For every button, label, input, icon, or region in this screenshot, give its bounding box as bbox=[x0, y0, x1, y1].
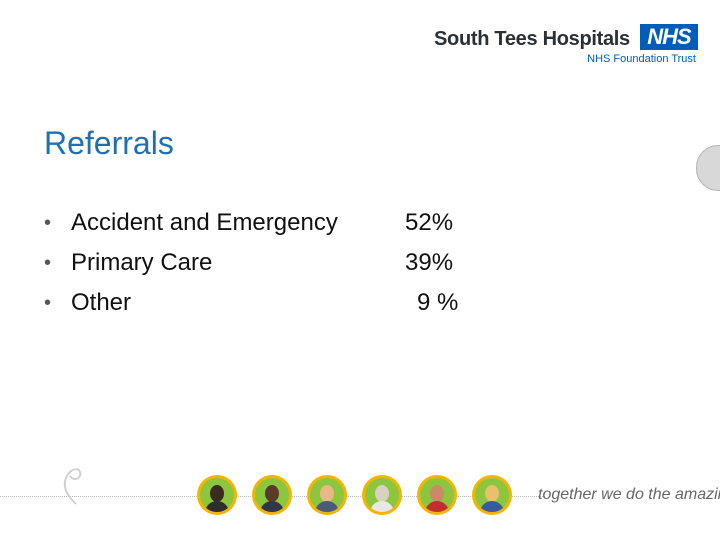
bullet-label: Accident and Emergency bbox=[71, 209, 338, 236]
org-subtitle: NHS Foundation Trust bbox=[587, 53, 696, 65]
bullet-item: • Accident and Emergency 52% bbox=[44, 203, 484, 243]
staff-avatar-icon bbox=[420, 478, 454, 512]
bullet-item: • Other 9 % bbox=[44, 283, 484, 323]
bullet-value: 39% bbox=[405, 249, 454, 276]
slide-title: Referrals bbox=[44, 125, 174, 161]
bullet-icon: • bbox=[44, 211, 52, 234]
bullet-icon: • bbox=[44, 291, 52, 314]
swirl-icon bbox=[63, 468, 82, 505]
bullet-value: 9 % bbox=[417, 289, 459, 316]
bullet-label: Primary Care bbox=[71, 249, 213, 276]
staff-avatar-icon bbox=[255, 478, 289, 512]
bullet-label: Other bbox=[71, 289, 132, 316]
bullet-item: • Primary Care 39% bbox=[44, 243, 484, 283]
staff-avatar-icon bbox=[200, 478, 234, 512]
nhs-logo: South Tees Hospitals NHS NHS Foundation … bbox=[428, 22, 698, 70]
footer: together we do the amazing bbox=[0, 460, 720, 540]
staff-avatar-icon bbox=[365, 478, 399, 512]
staff-avatar-icon bbox=[310, 478, 344, 512]
bullet-value: 52% bbox=[405, 209, 454, 236]
edge-tab bbox=[696, 145, 720, 191]
nhs-badge: NHS bbox=[640, 24, 698, 50]
staff-avatar-icon bbox=[475, 478, 509, 512]
org-name: South Tees Hospitals bbox=[434, 28, 630, 50]
bullet-list: • Accident and Emergency 52% • Primary C… bbox=[44, 203, 484, 323]
bullet-icon: • bbox=[44, 251, 52, 274]
tagline: together we do the amazing bbox=[538, 486, 720, 503]
